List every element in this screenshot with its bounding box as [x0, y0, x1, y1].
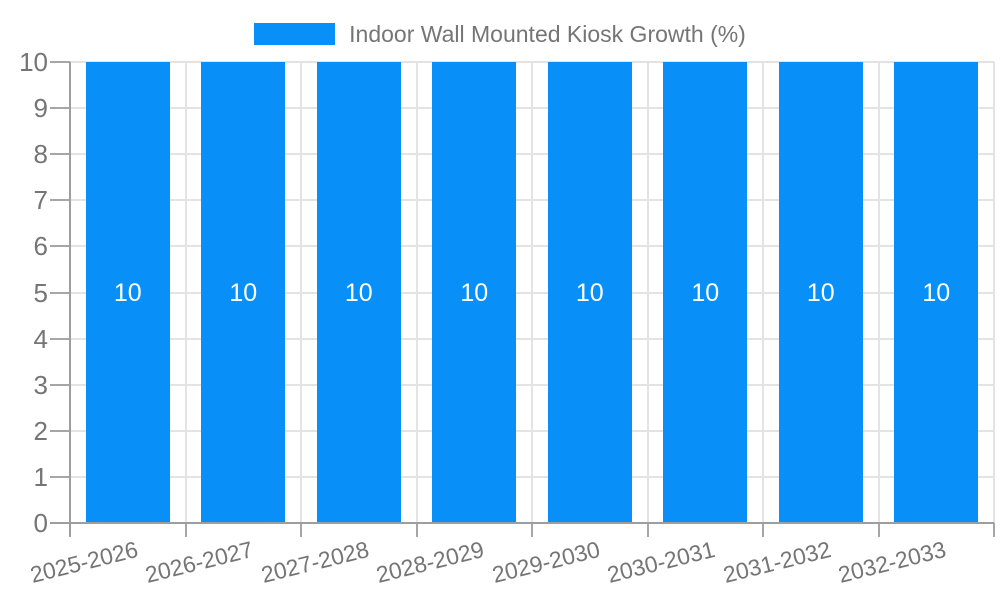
bar[interactable] [432, 62, 517, 523]
bar-value-label: 10 [229, 278, 258, 307]
y-tick-label: 2 [33, 415, 48, 446]
y-tick-label: 5 [33, 277, 48, 308]
gridline-v [531, 62, 533, 523]
y-tick-label: 6 [33, 231, 48, 262]
x-tick [762, 523, 764, 537]
bar[interactable] [85, 62, 170, 523]
x-tick [415, 523, 418, 537]
bar[interactable] [316, 62, 401, 523]
y-tick [50, 475, 70, 478]
bar-value-label: 10 [113, 278, 142, 307]
gridline-v [415, 62, 418, 523]
gridline-v [184, 62, 187, 523]
bar-value-label: 10 [575, 278, 604, 307]
y-tick [50, 245, 70, 248]
gridline-v [300, 62, 302, 523]
gridline-v [993, 62, 995, 523]
bar-value-label: 10 [922, 278, 951, 307]
x-tick [646, 523, 649, 537]
y-tick [50, 199, 70, 202]
x-tick [184, 523, 187, 537]
y-tick [50, 153, 70, 156]
y-tick-label: 1 [33, 461, 48, 492]
y-tick-label: 4 [33, 323, 48, 354]
y-tick-label: 9 [33, 93, 48, 124]
y-tick [50, 291, 70, 294]
bar-value-label: 10 [806, 278, 835, 307]
x-axis-line [50, 522, 994, 524]
gridline-v [762, 62, 764, 523]
legend-swatch [254, 23, 336, 45]
bar[interactable] [663, 62, 748, 523]
bar-value-label: 10 [460, 278, 489, 307]
y-tick-label: 3 [33, 369, 48, 400]
y-tick-label: 10 [19, 47, 48, 77]
bar[interactable] [778, 62, 863, 523]
x-tick [531, 523, 533, 537]
bar-value-label: 10 [691, 278, 720, 307]
y-tick [50, 337, 70, 340]
bar[interactable] [547, 62, 632, 523]
x-tick [993, 523, 995, 537]
legend-label: Indoor Wall Mounted Kiosk Growth (%) [349, 21, 746, 47]
x-tick [877, 523, 880, 537]
y-tick [50, 429, 70, 432]
bar[interactable] [894, 62, 979, 523]
y-tick [50, 107, 70, 110]
bar-value-label: 10 [344, 278, 373, 307]
y-tick-label: 8 [33, 139, 48, 170]
y-tick-label: 0 [33, 508, 48, 538]
bar[interactable] [201, 62, 286, 523]
y-tick [50, 383, 70, 386]
gridline-v [877, 62, 880, 523]
x-tick [300, 523, 302, 537]
gridline-v [646, 62, 649, 523]
y-tick [50, 61, 70, 63]
chart-legend: Indoor Wall Mounted Kiosk Growth (%) [0, 22, 1000, 46]
y-axis-line [69, 62, 71, 537]
y-tick-label: 7 [33, 185, 48, 216]
